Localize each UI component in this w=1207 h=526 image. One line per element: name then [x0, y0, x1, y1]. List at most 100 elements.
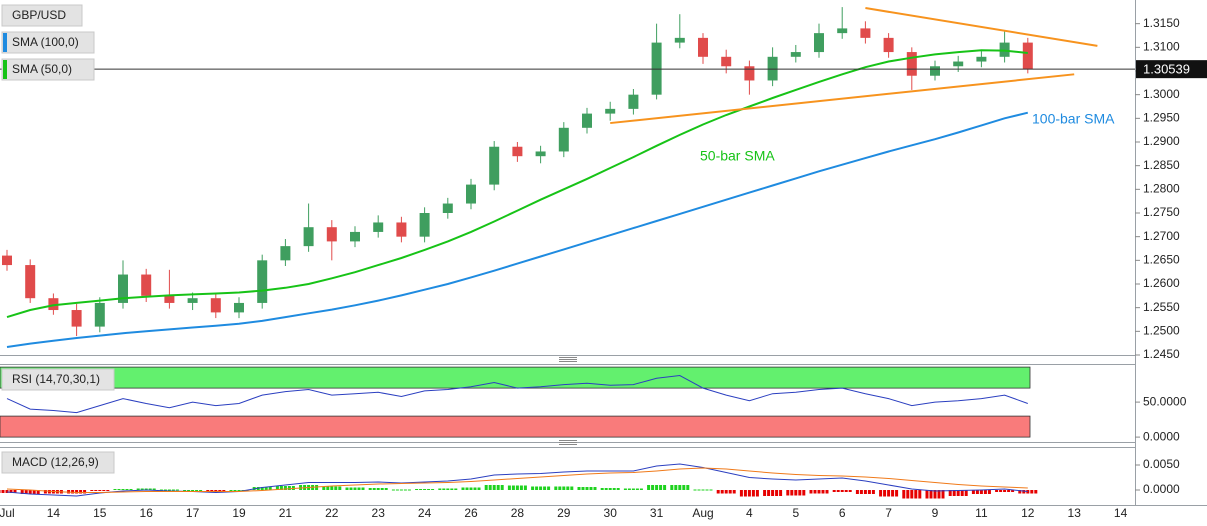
- histogram-bar: [871, 490, 875, 494]
- x-tick-label: 28: [511, 506, 525, 520]
- histogram-bar: [593, 487, 597, 490]
- histogram-bar: [948, 490, 952, 496]
- candle-body: [1022, 42, 1033, 70]
- histogram-bar: [562, 486, 566, 490]
- histogram-bar: [739, 490, 743, 497]
- x-tick-label: 9: [932, 506, 939, 520]
- histogram-bar: [523, 485, 527, 490]
- histogram-bar: [229, 490, 233, 491]
- histogram-bar: [763, 490, 767, 496]
- candle-body: [234, 302, 244, 313]
- histogram-bar: [674, 485, 678, 490]
- histogram-bar: [20, 490, 24, 494]
- histogram-bar: [678, 485, 682, 490]
- candle-body: [326, 227, 337, 242]
- histogram-bar: [368, 488, 372, 490]
- histogram-bar: [821, 490, 825, 494]
- histogram-bar: [199, 490, 203, 491]
- histogram-bar: [608, 488, 612, 490]
- histogram-bar: [999, 490, 1003, 492]
- histogram-bar: [802, 490, 806, 496]
- y-tick-label: 0.0000: [1143, 482, 1180, 496]
- histogram-bar: [720, 490, 724, 494]
- candle-body: [257, 260, 268, 303]
- histogram-bar: [558, 486, 562, 490]
- candle-body: [512, 146, 523, 157]
- histogram-bar: [454, 488, 458, 490]
- legend-swatch: [3, 60, 7, 79]
- candle-body: [350, 231, 360, 242]
- histogram-bar: [206, 490, 210, 491]
- histogram-bar: [79, 490, 83, 494]
- x-tick-label: 26: [464, 506, 478, 520]
- histogram-bar: [937, 490, 941, 499]
- histogram-bar: [1030, 490, 1034, 494]
- histogram-bar: [817, 490, 821, 494]
- histogram-bar: [895, 490, 899, 497]
- legend-box: [1, 58, 95, 81]
- legend-label: MACD (12,26,9): [12, 455, 99, 469]
- histogram-bar: [682, 485, 686, 490]
- histogram-bar: [956, 490, 960, 496]
- histogram-bar: [825, 490, 829, 494]
- legend-label: SMA (50,0): [12, 62, 72, 76]
- histogram-bar: [349, 487, 353, 490]
- candle-body: [71, 310, 82, 327]
- resize-grip[interactable]: [559, 357, 577, 445]
- histogram-bar: [891, 490, 895, 497]
- histogram-bar: [547, 486, 551, 490]
- x-tick-label: 30: [604, 506, 618, 520]
- x-tick-label: 16: [140, 506, 154, 520]
- histogram-bar: [686, 485, 690, 490]
- y-tick-label: 1.3100: [1143, 40, 1180, 54]
- candle-body: [883, 37, 894, 53]
- histogram-bar: [144, 488, 148, 490]
- histogram-bar: [952, 490, 956, 496]
- histogram-bar: [36, 490, 40, 494]
- histogram-bar: [879, 490, 883, 497]
- histogram-bar: [473, 487, 477, 490]
- x-tick-label: 12: [1021, 506, 1035, 520]
- histogram-bar: [554, 486, 558, 490]
- candle-body: [442, 203, 453, 213]
- candle-body: [582, 113, 592, 128]
- histogram-bar: [372, 488, 376, 490]
- candle-body: [860, 28, 871, 38]
- candle-body: [303, 227, 314, 247]
- histogram-bar: [477, 487, 481, 490]
- histogram-bar: [755, 490, 759, 497]
- sma-line: [6, 111, 1029, 348]
- histogram-bar: [395, 489, 399, 491]
- x-tick-label: 5: [792, 506, 799, 520]
- y-tick-label: 1.2550: [1143, 300, 1180, 314]
- histogram-bar: [353, 487, 357, 490]
- trendline: [610, 73, 1075, 125]
- histogram-bar: [786, 490, 790, 496]
- candle-body: [280, 246, 291, 261]
- macd-line: [6, 467, 1028, 493]
- histogram-bar: [809, 490, 813, 494]
- histogram-bar: [13, 490, 17, 493]
- histogram-bar: [136, 488, 140, 490]
- histogram-bar: [496, 485, 500, 490]
- histogram-bar: [415, 489, 419, 490]
- x-tick-label: 13: [1068, 506, 1082, 520]
- histogram-bar: [623, 488, 627, 490]
- histogram-bar: [798, 490, 802, 496]
- histogram-bar: [627, 488, 631, 490]
- histogram-bar: [971, 490, 975, 494]
- last-price-label: 1.30539: [1143, 62, 1190, 77]
- histogram-bar: [964, 490, 968, 496]
- histogram-bar: [728, 490, 732, 494]
- x-tick-label: 19: [232, 506, 246, 520]
- y-tick-label: 0.0000: [1143, 429, 1180, 443]
- histogram-bar: [848, 490, 852, 492]
- histogram-bar: [600, 488, 604, 490]
- histogram-bar: [5, 490, 9, 493]
- candle-body: [721, 56, 732, 67]
- histogram-bar: [507, 485, 511, 490]
- x-tick-label: Jul: [0, 506, 15, 520]
- histogram-bar: [589, 487, 593, 490]
- x-tick-label: 14: [47, 506, 61, 520]
